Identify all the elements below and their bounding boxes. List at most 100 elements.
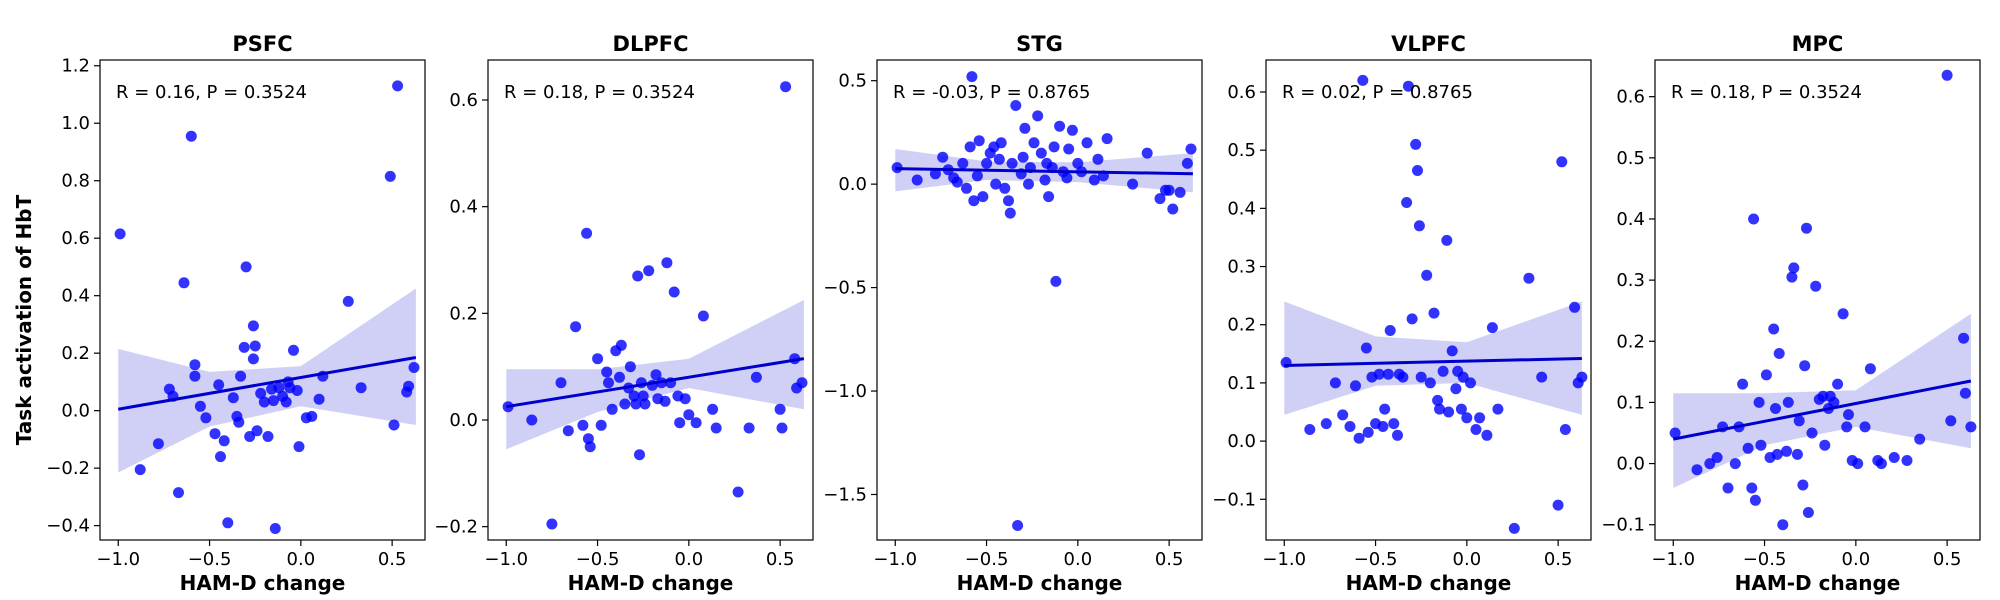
x-tick-label: 0.0 bbox=[1842, 549, 1871, 570]
x-axis-label: HAM-D change bbox=[568, 571, 734, 595]
data-point bbox=[1801, 222, 1812, 234]
y-tick-label: 0.5 bbox=[1227, 140, 1256, 161]
data-point bbox=[1028, 137, 1040, 149]
data-point bbox=[1508, 522, 1520, 534]
y-tick-label: 0.2 bbox=[61, 343, 90, 364]
data-point bbox=[1945, 415, 1957, 427]
data-point bbox=[1006, 157, 1018, 169]
y-tick-label: 0.6 bbox=[61, 228, 90, 249]
data-point bbox=[1806, 427, 1818, 439]
data-point bbox=[1755, 439, 1767, 451]
data-point bbox=[313, 393, 325, 405]
y-axis-label: Task activation of HbT bbox=[12, 194, 36, 445]
data-point bbox=[1786, 271, 1798, 283]
data-point bbox=[1492, 403, 1504, 415]
data-point bbox=[1691, 464, 1703, 476]
data-point bbox=[1401, 197, 1413, 208]
data-point bbox=[1081, 137, 1093, 149]
data-point bbox=[1446, 345, 1458, 357]
y-tick-label: 0.4 bbox=[449, 197, 478, 218]
data-point bbox=[233, 416, 245, 428]
data-point bbox=[961, 182, 972, 194]
x-tick-label: 0.5 bbox=[1933, 549, 1962, 570]
data-point bbox=[690, 417, 702, 429]
data-point bbox=[1791, 448, 1803, 460]
data-point bbox=[1802, 507, 1814, 518]
data-point bbox=[403, 380, 415, 392]
data-point bbox=[1141, 147, 1153, 159]
data-point bbox=[1461, 412, 1473, 424]
data-point bbox=[1810, 280, 1822, 292]
data-point bbox=[951, 176, 963, 188]
y-tick-label: 0.0 bbox=[61, 401, 90, 422]
data-point bbox=[293, 441, 305, 453]
data-point bbox=[1048, 141, 1060, 153]
data-point bbox=[114, 228, 126, 240]
data-point bbox=[1397, 371, 1409, 383]
data-point bbox=[977, 191, 989, 203]
data-point bbox=[249, 340, 261, 352]
data-point bbox=[1406, 313, 1418, 325]
data-point bbox=[1061, 172, 1073, 184]
y-tick-label: 0.6 bbox=[1227, 82, 1256, 103]
data-point bbox=[1770, 403, 1781, 414]
data-point bbox=[291, 385, 303, 396]
data-point bbox=[592, 353, 604, 365]
correlation-annotation: R = 0.18, P = 0.3524 bbox=[504, 82, 695, 103]
data-point bbox=[964, 141, 976, 153]
y-tick-label: 0.2 bbox=[1227, 315, 1256, 336]
regression-line bbox=[1284, 356, 1582, 367]
data-point bbox=[134, 464, 146, 476]
data-point bbox=[1797, 479, 1809, 491]
data-point bbox=[1819, 439, 1831, 451]
y-tick-label: 0.4 bbox=[1227, 198, 1256, 219]
panel-title: DLPFC bbox=[613, 32, 689, 56]
x-tick-label: −0.5 bbox=[1354, 549, 1398, 570]
y-tick-label: −1.0 bbox=[823, 381, 867, 402]
y-tick-label: 1.2 bbox=[61, 56, 90, 77]
data-point bbox=[1859, 421, 1871, 433]
x-tick-label: 0.5 bbox=[378, 549, 407, 570]
data-point bbox=[288, 344, 299, 356]
data-point bbox=[1773, 348, 1785, 359]
data-point bbox=[1569, 301, 1581, 313]
data-point bbox=[1437, 365, 1449, 377]
data-point bbox=[1828, 396, 1840, 408]
data-point bbox=[1054, 120, 1066, 132]
data-point bbox=[1088, 174, 1100, 186]
data-point bbox=[1072, 157, 1084, 169]
y-tick-label: 0.0 bbox=[1616, 454, 1645, 475]
data-point bbox=[1360, 342, 1372, 354]
data-point bbox=[639, 398, 651, 410]
data-point bbox=[1470, 424, 1482, 435]
y-tick-label: −0.5 bbox=[823, 278, 867, 299]
panel-title: PSFC bbox=[232, 32, 292, 56]
data-point bbox=[1729, 458, 1741, 470]
data-point bbox=[178, 277, 190, 289]
y-tick-label: 0.6 bbox=[449, 90, 478, 111]
data-point bbox=[697, 310, 709, 322]
x-axis-label: HAM-D change bbox=[1735, 571, 1901, 595]
data-point bbox=[342, 295, 354, 307]
data-point bbox=[1434, 403, 1445, 415]
data-point bbox=[1424, 377, 1436, 389]
data-point bbox=[1063, 143, 1075, 155]
data-point bbox=[1941, 69, 1953, 81]
data-point bbox=[1023, 178, 1034, 190]
correlation-annotation: R = -0.03, P = 0.8765 bbox=[893, 82, 1090, 103]
plot-frame bbox=[487, 59, 814, 541]
data-point bbox=[1012, 520, 1024, 531]
y-tick-label: 0.1 bbox=[1227, 373, 1256, 394]
data-point bbox=[562, 425, 574, 437]
data-point bbox=[674, 417, 686, 429]
data-point bbox=[750, 371, 762, 383]
x-tick-label: −1.0 bbox=[1651, 549, 1695, 570]
data-point bbox=[929, 168, 941, 180]
y-tick-label: −0.4 bbox=[46, 516, 90, 537]
data-point bbox=[1523, 272, 1535, 284]
data-point bbox=[1837, 308, 1849, 320]
data-point bbox=[200, 412, 212, 424]
data-point bbox=[1832, 378, 1844, 390]
data-point bbox=[384, 170, 396, 182]
